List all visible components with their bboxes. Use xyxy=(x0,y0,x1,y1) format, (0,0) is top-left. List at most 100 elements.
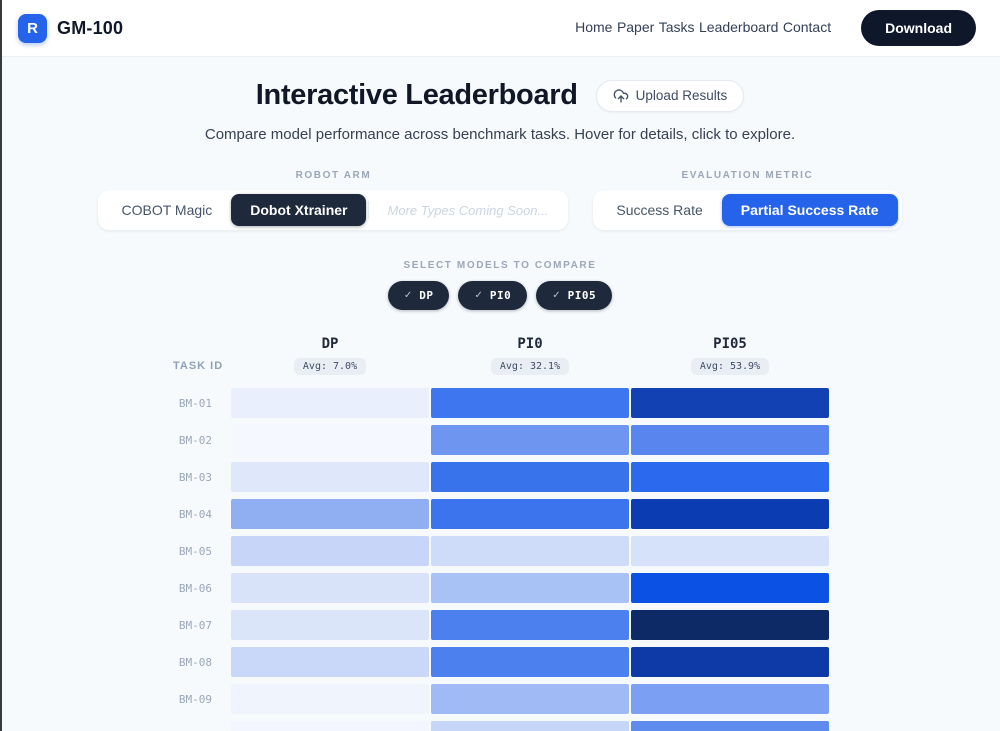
heatmap-cell[interactable] xyxy=(431,536,629,566)
heatmap-body: BM-01 BM-02 BM-03 BM-04 xyxy=(171,388,829,731)
task-id-label: BM-10 xyxy=(171,730,229,731)
task-id-label: BM-05 xyxy=(178,544,212,558)
heatmap-cell[interactable] xyxy=(431,610,629,640)
column-average-badge: Avg: 7.0% xyxy=(293,358,367,375)
model-pill[interactable]: ✓ DP xyxy=(387,281,450,310)
model-pill-label: DP xyxy=(419,289,434,302)
heatmap-cell[interactable] xyxy=(231,721,429,731)
task-id-label: BM-04 xyxy=(178,507,212,521)
brand-name: GM-100 xyxy=(57,17,124,38)
heatmap-cell[interactable] xyxy=(631,573,829,603)
table-row: BM-02 xyxy=(171,425,829,455)
model-pill-label: PI0 xyxy=(489,289,512,302)
model-pills: ✓ DP ✓ PI0 ✓ PI05 xyxy=(0,281,1000,310)
heatmap-cell[interactable] xyxy=(231,425,429,455)
leaderboard-heatmap: TASK ID DP Avg: 7.0% PI0 Avg: 32.1% PI05… xyxy=(171,336,829,731)
heatmap-cell[interactable] xyxy=(231,684,429,714)
heatmap-cell[interactable] xyxy=(631,721,829,731)
task-id-label: BM-09 xyxy=(178,692,212,706)
task-id-label: BM-02 xyxy=(178,433,212,447)
logo-icon: R xyxy=(18,13,47,43)
metric-label: EVALUATION METRIC xyxy=(681,170,814,181)
upload-results-button[interactable]: Upload Results xyxy=(595,79,745,112)
metric-option-success-rate[interactable]: Success Rate xyxy=(616,202,703,218)
nav-link[interactable]: Home xyxy=(575,19,613,35)
heatmap-cell[interactable] xyxy=(631,684,829,714)
heatmap-cell[interactable] xyxy=(431,573,629,603)
heatmap-cell[interactable] xyxy=(231,536,429,566)
column-header: PI05 Avg: 53.9% xyxy=(631,336,829,375)
heatmap-cell[interactable] xyxy=(631,425,829,455)
column-name: PI05 xyxy=(713,336,747,352)
heatmap-cell[interactable] xyxy=(631,388,829,418)
model-pill-label: PI05 xyxy=(567,289,597,302)
metric-option-partial-success-rate[interactable]: Partial Success Rate xyxy=(721,194,898,226)
heatmap-cell[interactable] xyxy=(631,499,829,529)
nav-link[interactable]: Leaderboard xyxy=(699,19,779,35)
heatmap-cell[interactable] xyxy=(431,388,629,418)
hero: Interactive Leaderboard Upload Results xyxy=(0,79,1000,112)
table-row: BM-01 xyxy=(171,388,829,418)
model-pill[interactable]: ✓ PI05 xyxy=(536,281,613,310)
page-title: Interactive Leaderboard xyxy=(255,79,578,111)
table-row: BM-07 xyxy=(171,610,829,640)
table-row: BM-09 xyxy=(171,684,829,714)
brand[interactable]: R GM-100 xyxy=(18,13,124,43)
task-id-label: BM-03 xyxy=(178,470,212,484)
heatmap-cell[interactable] xyxy=(631,462,829,492)
screen-edge-artifact xyxy=(0,0,2,731)
robot-arm-option-cobot-magic[interactable]: COBOT Magic xyxy=(121,202,213,218)
model-pill[interactable]: ✓ PI0 xyxy=(458,281,528,310)
table-row: BM-04 xyxy=(171,499,829,529)
task-id-label: BM-08 xyxy=(178,655,212,669)
robot-arm-segmented: COBOT Magic Dobot Xtrainer More Types Co… xyxy=(98,190,569,230)
heatmap-header: TASK ID DP Avg: 7.0% PI0 Avg: 32.1% PI05… xyxy=(171,336,829,375)
cloud-upload-icon xyxy=(613,88,629,104)
heatmap-cell[interactable] xyxy=(231,388,429,418)
check-icon: ✓ xyxy=(552,290,561,301)
check-icon: ✓ xyxy=(403,290,413,301)
nav-link[interactable]: Paper xyxy=(616,19,655,35)
table-row: BM-08 xyxy=(171,647,829,677)
nav-link[interactable]: Tasks xyxy=(658,19,695,35)
heatmap-cell[interactable] xyxy=(631,647,829,677)
robot-arm-group: ROBOT ARM COBOT Magic Dobot Xtrainer Mor… xyxy=(98,170,569,230)
task-id-header: TASK ID xyxy=(173,360,224,372)
column-name: DP xyxy=(321,336,339,352)
table-row: BM-05 xyxy=(171,536,829,566)
download-button[interactable]: Download xyxy=(861,10,976,46)
check-icon: ✓ xyxy=(474,290,483,301)
table-row: BM-03 xyxy=(171,462,829,492)
heatmap-cell[interactable] xyxy=(231,610,429,640)
heatmap-cell[interactable] xyxy=(631,536,829,566)
heatmap-cell[interactable] xyxy=(631,610,829,640)
task-id-label: BM-07 xyxy=(178,618,212,632)
divider xyxy=(368,201,370,219)
model-select: SELECT MODELS TO COMPARE ✓ DP ✓ PI0 ✓ PI… xyxy=(0,260,1000,310)
model-select-label: SELECT MODELS TO COMPARE xyxy=(403,260,597,271)
nav-link[interactable]: Contact xyxy=(782,19,832,35)
task-id-label: BM-06 xyxy=(178,581,212,595)
metric-group: EVALUATION METRIC Success Rate Partial S… xyxy=(593,170,902,230)
column-name: PI0 xyxy=(517,336,543,352)
robot-arm-label: ROBOT ARM xyxy=(295,170,372,181)
heatmap-cell[interactable] xyxy=(431,425,629,455)
heatmap-cell[interactable] xyxy=(231,462,429,492)
heatmap-cell[interactable] xyxy=(431,499,629,529)
controls-row: ROBOT ARM COBOT Magic Dobot Xtrainer Mor… xyxy=(0,170,1000,230)
heatmap-cell[interactable] xyxy=(431,721,629,731)
heatmap-cell[interactable] xyxy=(431,462,629,492)
heatmap-cell[interactable] xyxy=(231,647,429,677)
table-row: BM-10 xyxy=(171,721,829,731)
heatmap-cell[interactable] xyxy=(431,684,629,714)
table-row: BM-06 xyxy=(171,573,829,603)
column-average-badge: Avg: 32.1% xyxy=(490,358,570,375)
column-average-badge: Avg: 53.9% xyxy=(690,358,770,375)
heatmap-cell[interactable] xyxy=(231,499,429,529)
heatmap-cell[interactable] xyxy=(231,573,429,603)
robot-arm-option-dobot-xtrainer[interactable]: Dobot Xtrainer xyxy=(231,194,367,226)
task-id-label: BM-01 xyxy=(178,396,212,410)
subtitle: Compare model performance across benchma… xyxy=(204,126,796,143)
header: R GM-100 Home Paper Tasks Leaderboard Co… xyxy=(0,0,1000,57)
heatmap-cell[interactable] xyxy=(431,647,629,677)
